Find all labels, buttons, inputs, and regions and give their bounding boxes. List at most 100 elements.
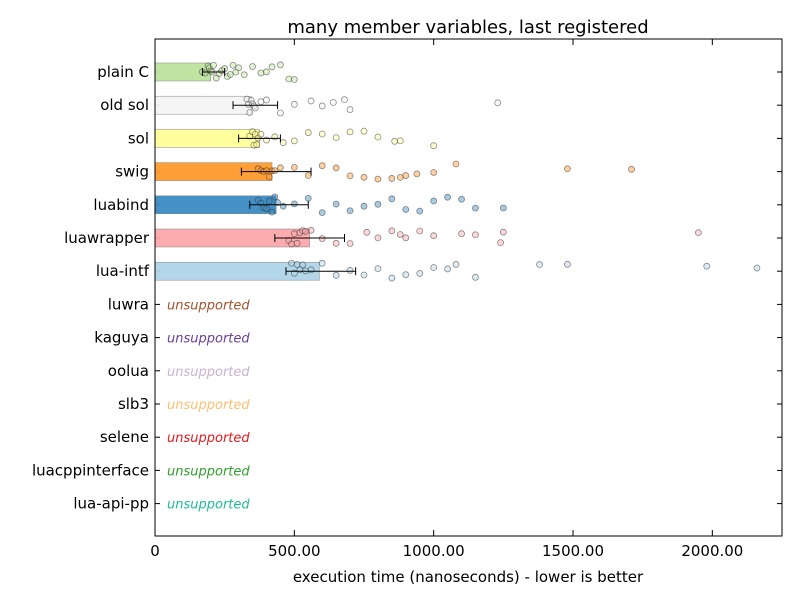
sample-point xyxy=(226,71,234,78)
sample-point xyxy=(346,240,354,247)
sample-point xyxy=(318,235,326,242)
x-tick-label: 2000.00 xyxy=(681,542,743,560)
plot-area: 0 500.00 1000.00 1500.00 2000.00 plain C old s… xyxy=(32,39,782,560)
sample-point xyxy=(430,169,438,176)
sample-point xyxy=(288,240,295,248)
unsupported-label: unsupported xyxy=(167,464,250,479)
sample-point xyxy=(753,264,761,272)
sample-point xyxy=(318,209,326,217)
sample-point xyxy=(285,75,293,83)
sample-point xyxy=(536,261,543,268)
sample-point xyxy=(318,102,326,110)
sample-point xyxy=(472,204,479,212)
sample-point xyxy=(290,163,298,171)
sample-point xyxy=(257,130,265,138)
sample-point xyxy=(346,172,354,180)
sample-point xyxy=(271,167,279,175)
sample-point xyxy=(374,133,382,141)
sample-point xyxy=(494,99,502,107)
sample-point xyxy=(265,173,273,181)
category-label: sol xyxy=(128,129,149,147)
sample-point xyxy=(388,274,396,282)
sample-point xyxy=(564,260,571,268)
sample-point xyxy=(363,228,371,236)
sample-point xyxy=(290,100,298,108)
sample-point xyxy=(318,259,326,267)
sample-point xyxy=(402,234,410,242)
unsupported-label: unsupported xyxy=(167,431,250,446)
sample-point xyxy=(564,165,571,173)
x-tick-label: 0 xyxy=(150,542,160,560)
sample-point xyxy=(332,239,340,247)
sample-point xyxy=(268,208,276,216)
chart-title: many member variables, last registered xyxy=(287,17,648,38)
sample-point xyxy=(271,133,279,141)
sample-point xyxy=(290,137,298,145)
sample-point xyxy=(329,99,337,106)
sample-point xyxy=(360,127,368,135)
category-label: luawrapper xyxy=(64,229,150,247)
sample-point xyxy=(499,228,507,236)
category-label: swig xyxy=(115,163,149,181)
sample-point xyxy=(290,230,298,238)
sample-point xyxy=(452,261,460,268)
sample-point xyxy=(265,197,273,205)
sample-point xyxy=(396,137,404,145)
sample-point xyxy=(302,227,309,235)
unsupported-label: unsupported xyxy=(167,298,250,313)
sample-point xyxy=(263,68,270,76)
category-label: kaguya xyxy=(94,329,149,347)
sample-point xyxy=(416,227,424,235)
sample-point xyxy=(374,234,382,242)
sample-point xyxy=(388,227,396,235)
sample-point xyxy=(210,61,217,69)
sample-point xyxy=(360,271,368,279)
sample-point xyxy=(201,69,209,77)
sample-point xyxy=(288,259,295,267)
sample-point xyxy=(257,69,265,77)
sample-point xyxy=(628,165,635,173)
sample-point xyxy=(497,239,504,247)
sample-point xyxy=(229,61,237,69)
sample-point xyxy=(253,141,261,148)
sample-point xyxy=(374,200,382,208)
sample-point xyxy=(360,173,368,181)
sample-point xyxy=(452,160,460,168)
sample-point xyxy=(458,195,465,203)
sample-point xyxy=(430,232,438,240)
sample-point xyxy=(332,164,340,172)
sample-point xyxy=(341,96,348,104)
category-label: lua-intf xyxy=(96,262,150,280)
unsupported-label: unsupported xyxy=(167,365,250,380)
plot-frame xyxy=(154,38,783,537)
sample-point xyxy=(304,194,312,202)
category-label: luacppinterface xyxy=(32,461,149,479)
unsupported-label: unsupported xyxy=(167,498,250,513)
sample-point xyxy=(499,204,507,212)
x-tick-label: 500.00 xyxy=(268,542,321,560)
unsupported-label: unsupported xyxy=(167,332,250,347)
sample-point xyxy=(430,142,438,150)
sample-point xyxy=(391,137,399,145)
sample-point xyxy=(472,273,479,281)
sample-point xyxy=(263,167,270,175)
sample-point xyxy=(279,139,287,146)
sample-point xyxy=(276,61,284,69)
sample-point xyxy=(246,109,254,116)
sample-point xyxy=(430,264,438,271)
sample-point xyxy=(290,76,298,83)
sample-point xyxy=(388,175,396,182)
sample-point xyxy=(444,193,452,201)
sample-point xyxy=(360,202,368,210)
sample-point xyxy=(472,231,479,239)
category-label: luabind xyxy=(93,196,149,214)
x-tick-label: 1500.00 xyxy=(542,542,604,560)
sample-point xyxy=(332,134,340,142)
category-label: slb3 xyxy=(118,395,149,413)
sample-point xyxy=(396,231,404,238)
category-label: selene xyxy=(100,428,149,446)
sample-point xyxy=(276,164,284,172)
sample-point xyxy=(346,267,354,274)
unsupported-label: unsupported xyxy=(167,398,250,413)
